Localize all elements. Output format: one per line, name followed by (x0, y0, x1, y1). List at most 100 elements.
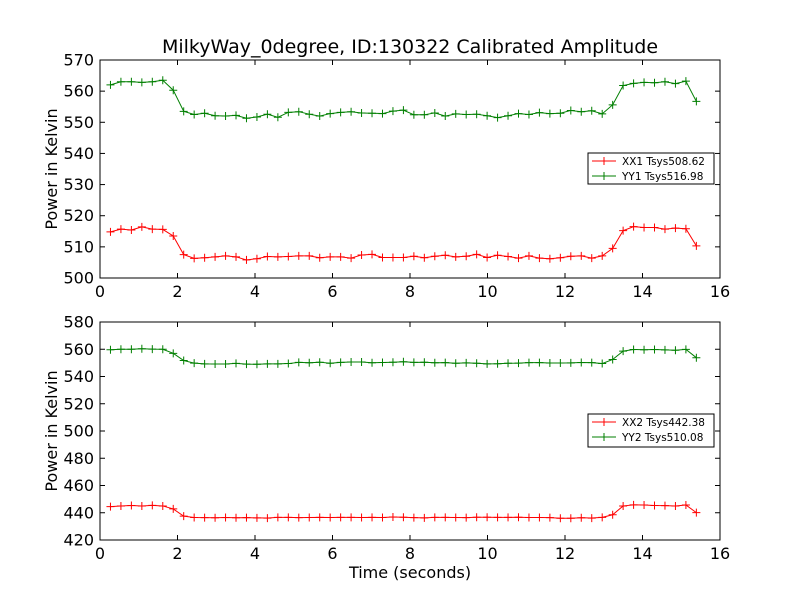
data-point (273, 113, 282, 122)
data-point (190, 110, 199, 119)
data-point (242, 255, 251, 264)
data-point (483, 253, 492, 262)
data-point (294, 513, 303, 522)
data-point (483, 513, 492, 522)
data-point (640, 500, 649, 509)
x-tick-label: 4 (250, 544, 260, 563)
data-point (221, 112, 230, 121)
data-point (148, 77, 157, 86)
data-point (598, 359, 607, 368)
data-point (388, 107, 397, 116)
data-point (692, 241, 701, 250)
data-point (158, 76, 167, 85)
data-point (504, 111, 513, 120)
data-point (326, 109, 335, 118)
data-point (619, 81, 628, 90)
data-point (629, 345, 638, 354)
series-xx2 (106, 500, 701, 523)
data-point (524, 358, 533, 367)
legend-label: XX2 Tsys442.38 (622, 417, 705, 429)
data-point (315, 253, 324, 262)
data-point (671, 346, 680, 355)
y-tick-label: 530 (63, 175, 94, 194)
data-point (504, 513, 513, 522)
data-point (399, 513, 408, 522)
y-tick-label: 540 (63, 144, 94, 163)
data-point (441, 513, 450, 522)
data-point (106, 80, 115, 89)
data-point (315, 112, 324, 121)
data-point (566, 358, 575, 367)
data-point (692, 508, 701, 517)
y-tick-label: 550 (63, 113, 94, 132)
data-point (190, 359, 199, 368)
data-point (472, 513, 481, 522)
data-point (263, 110, 272, 119)
y-tick-label: 440 (63, 503, 94, 522)
data-point (514, 254, 523, 263)
data-point (148, 345, 157, 354)
data-point (430, 358, 439, 367)
x-tick-label: 12 (555, 544, 575, 563)
data-point (493, 113, 502, 122)
data-point (106, 345, 115, 354)
data-point (169, 86, 178, 95)
data-point (336, 358, 345, 367)
data-point (660, 225, 669, 234)
data-point (493, 251, 502, 260)
data-point (681, 500, 690, 509)
data-point (619, 226, 628, 235)
series-yy2 (106, 344, 701, 369)
data-point (409, 252, 418, 261)
data-point (169, 504, 178, 513)
data-point (430, 513, 439, 522)
data-point (462, 358, 471, 367)
data-point (451, 359, 460, 368)
x-tick-label: 6 (327, 544, 337, 563)
data-point (211, 359, 220, 368)
data-point (629, 500, 638, 509)
data-point (378, 109, 387, 118)
data-point (315, 358, 324, 367)
data-point (671, 501, 680, 510)
data-point (504, 252, 513, 261)
y-tick-label: 510 (63, 237, 94, 256)
data-point (566, 514, 575, 523)
data-point (190, 513, 199, 522)
data-point (284, 252, 293, 261)
y-tick-label: 560 (63, 82, 94, 101)
legend: XX1 Tsys508.62 YY1 Tsys516.98 (587, 152, 715, 185)
data-point (399, 357, 408, 366)
data-point (399, 106, 408, 115)
data-point (545, 254, 554, 263)
data-point (273, 359, 282, 368)
x-tick-label: 16 (710, 282, 730, 301)
data-point (357, 513, 366, 522)
data-point (619, 501, 628, 510)
data-point (263, 252, 272, 261)
data-point (420, 358, 429, 367)
top-panel: 0 2 4 6 8 10 12 14 16 500 510 520 530 540 550 560 570 Pow… (42, 51, 730, 302)
data-point (420, 513, 429, 522)
series-yy1 (106, 76, 701, 123)
x-tick-label: 8 (405, 282, 415, 301)
y-tick-label: 500 (63, 269, 94, 288)
data-point (650, 223, 659, 232)
data-point (451, 252, 460, 261)
data-point (326, 359, 335, 368)
data-point (378, 513, 387, 522)
x-tick-label: 8 (405, 544, 415, 563)
data-point (556, 109, 565, 118)
data-point (221, 513, 230, 522)
y-tick-label: 540 (63, 367, 94, 386)
data-point (242, 114, 251, 123)
data-point (545, 109, 554, 118)
data-point (263, 514, 272, 523)
data-point (388, 253, 397, 262)
legend-marker (600, 433, 608, 441)
data-point (284, 108, 293, 117)
data-point (294, 358, 303, 367)
data-point (430, 108, 439, 117)
data-point (211, 513, 220, 522)
data-point (472, 250, 481, 259)
